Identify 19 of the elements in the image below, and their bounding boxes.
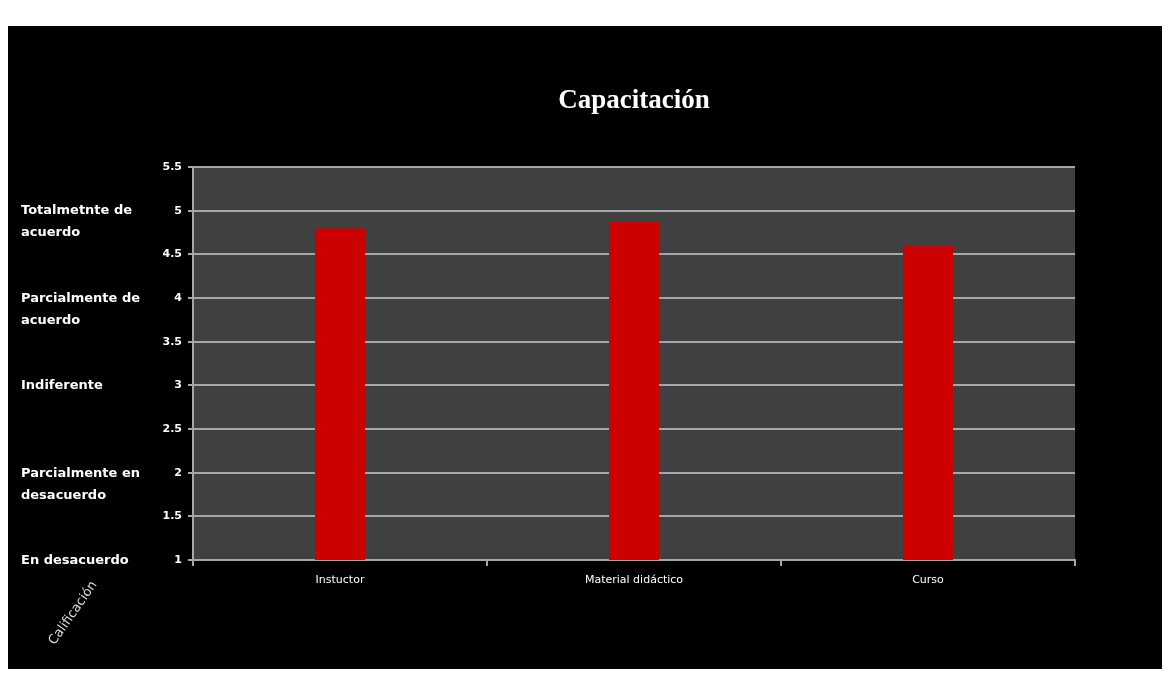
- x-tick-label: Material didáctico: [584, 573, 684, 587]
- text: Parcialmente en desacuerdo: [21, 463, 141, 504]
- y-tick-label: 4.5: [162, 247, 182, 261]
- y-tick-label: 5.5: [162, 159, 182, 173]
- chart-title: Capacitación: [557, 84, 711, 115]
- x-tick-label: Instuctor: [315, 573, 365, 587]
- y-tick-label: 2: [174, 465, 182, 479]
- y-tick-label: 5: [174, 203, 182, 217]
- y-tick-label: 1.5: [162, 509, 182, 523]
- y-tick-label: 3: [174, 378, 182, 392]
- y-tick-label: 1: [174, 552, 182, 566]
- text: Indiferente: [21, 376, 104, 394]
- text: Totalmetnte de acuerdo: [21, 201, 134, 241]
- y-tick-label: 4: [174, 290, 183, 304]
- text: En desacuerdo: [21, 551, 130, 569]
- x-tick-label: Curso: [912, 573, 945, 587]
- y-tick-label: 3.5: [162, 334, 182, 348]
- text: Parcialmente de acuerdo: [21, 288, 142, 329]
- y-tick-label: 2.5: [162, 421, 182, 435]
